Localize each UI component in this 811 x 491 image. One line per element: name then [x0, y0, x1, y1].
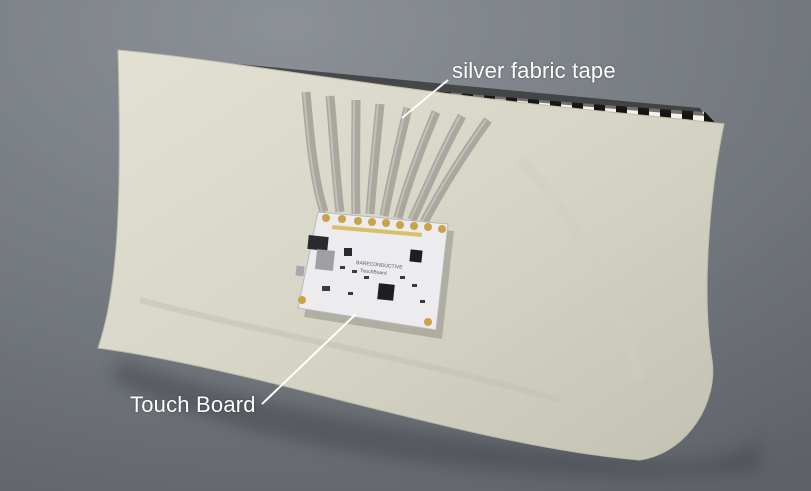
pillow-back-dark-band: [150, 56, 705, 116]
tape-strip: [420, 117, 492, 225]
board-sd-slot: [315, 249, 335, 271]
tape-strip: [379, 106, 413, 217]
touch-board-label: Touch Board: [130, 392, 256, 417]
board-chip: [377, 283, 395, 301]
board-audio-jack: [307, 234, 329, 252]
silver-fabric-tape-label: silver fabric tape: [452, 58, 616, 83]
tape-strip: [407, 113, 466, 222]
board-pcb: [297, 211, 449, 331]
tape-strip: [393, 110, 441, 220]
pillow-fold: [516, 156, 645, 382]
tape-pointer-line: [401, 79, 449, 119]
pillow-fold: [139, 297, 561, 403]
tape-strip: [365, 103, 385, 215]
board-chip: [344, 248, 352, 256]
silver-fabric-tape: [301, 91, 492, 225]
board-pointer-line: [261, 313, 357, 405]
pillow-shadow: [110, 360, 760, 478]
tape-strip: [301, 91, 329, 214]
board-header: [331, 225, 423, 237]
board-electrode-pads: [298, 214, 446, 326]
board-model-text: TouchBoard: [360, 268, 387, 277]
touch-board: BARECONDUCTIVE TouchBoard: [295, 211, 454, 339]
board-brand-text: BARECONDUCTIVE: [356, 260, 404, 271]
board-usb-port: [295, 265, 305, 277]
board-chip: [409, 249, 423, 263]
tape-strip: [325, 95, 345, 213]
